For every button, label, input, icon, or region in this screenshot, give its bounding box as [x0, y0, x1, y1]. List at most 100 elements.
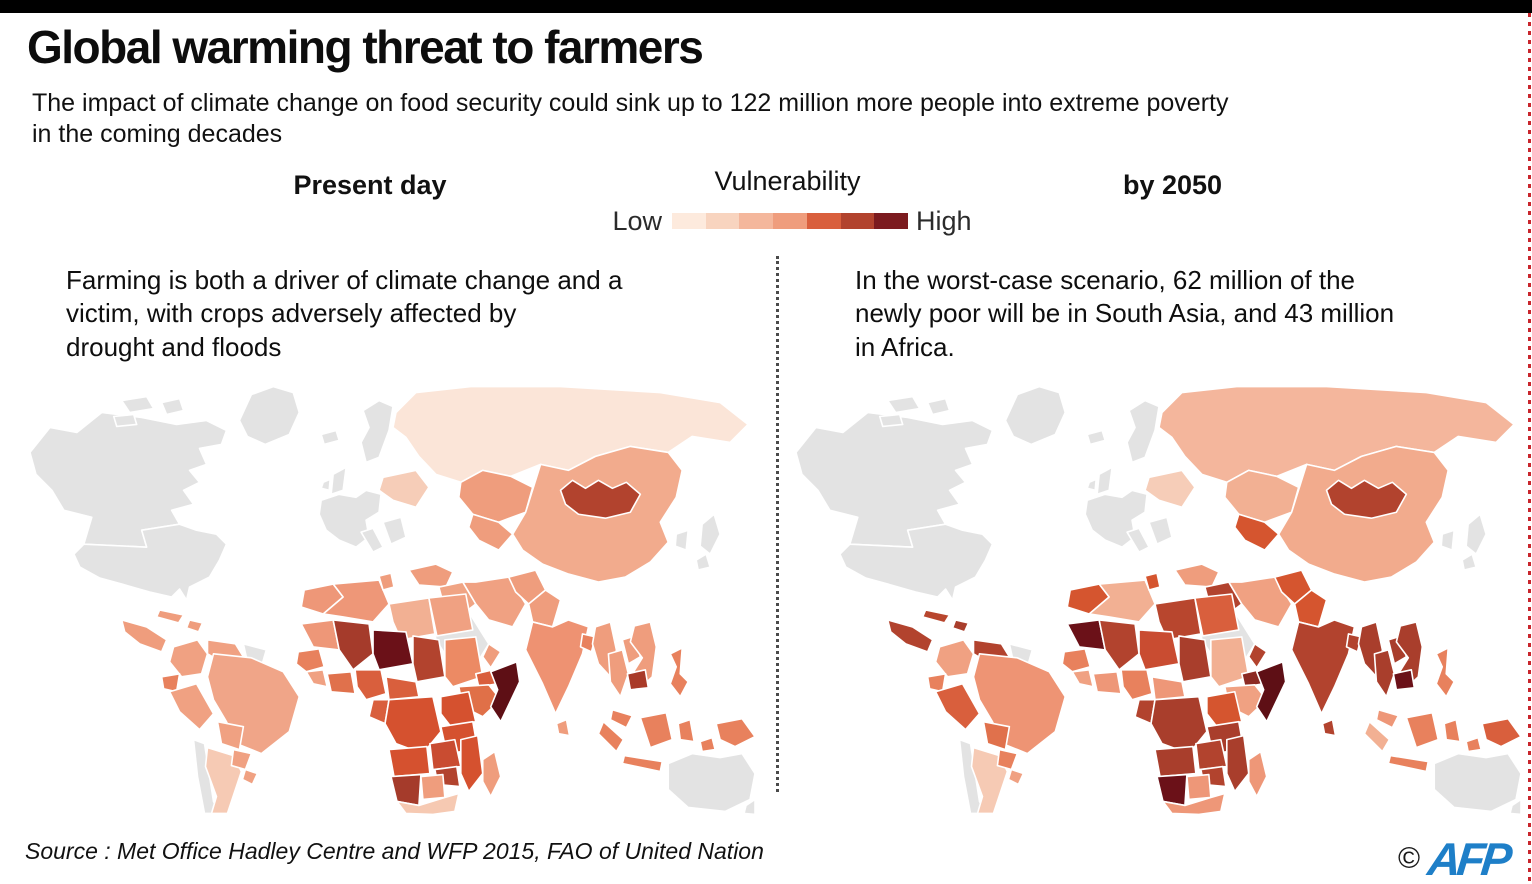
region-cameroon-car: [1151, 675, 1186, 701]
region-mozambique-malawi: [460, 734, 484, 793]
region-oman: [1247, 643, 1268, 669]
legend-color-scale: [672, 213, 909, 229]
region-turkey: [408, 563, 454, 588]
region-thailand: [607, 649, 630, 698]
region-sudan: [444, 636, 484, 688]
region-namibia: [1156, 773, 1188, 807]
page-title: Global warming threat to farmers: [27, 21, 704, 73]
legend-swatch: [705, 213, 740, 229]
region-kazakhstan: [458, 469, 534, 524]
region-australia: [1433, 752, 1522, 813]
region-botswana: [420, 773, 446, 801]
region-italy: [1126, 527, 1150, 553]
region-madagascar: [481, 750, 502, 798]
region-pakistan: [1293, 589, 1328, 628]
region-sulawesi: [1443, 718, 1461, 743]
region-arctic-islands: [120, 395, 155, 414]
region-iceland: [1086, 429, 1106, 446]
region-scandinavia: [1126, 399, 1160, 464]
legend-high-label: High: [916, 206, 972, 236]
region-japan: [695, 553, 711, 571]
region-cameroon-car: [385, 675, 420, 701]
region-sri-lanka: [555, 718, 571, 737]
region-canada: [29, 411, 228, 548]
region-niger: [372, 629, 414, 671]
caption-by-2050: In the worst-case scenario, 62 million o…: [855, 265, 1395, 362]
region-greenland: [238, 385, 301, 446]
region-zambia: [429, 738, 462, 771]
region-cuba: [921, 609, 951, 624]
region-sri-lanka: [1321, 718, 1337, 737]
region-arctic-islands: [886, 395, 921, 414]
region-usa: [839, 523, 994, 601]
region-australia: [667, 752, 756, 813]
region-botswana: [1186, 773, 1212, 801]
region-japan: [699, 513, 721, 555]
choropleth-map-present-day: [29, 385, 756, 816]
legend-swatch: [806, 213, 841, 229]
region-borneo: [1405, 711, 1440, 749]
top-black-bar: [0, 0, 1532, 13]
region-south-africa: [1162, 792, 1226, 816]
page-subtitle: The impact of climate change on food sec…: [32, 89, 1229, 148]
region-russia: [392, 385, 749, 484]
legend-swatch: [739, 213, 774, 229]
region-borneo: [639, 711, 674, 749]
region-turkey: [1174, 563, 1220, 588]
region-angola: [1154, 745, 1197, 778]
region-usa: [73, 523, 228, 601]
region-moluccas: [699, 736, 716, 753]
region-sudan: [1210, 636, 1250, 688]
region-new-zealand: [1509, 798, 1522, 816]
region-uruguay: [1007, 768, 1025, 786]
region-arctic-islands: [926, 397, 951, 416]
region-nigeria: [1120, 669, 1153, 701]
region-sulawesi: [677, 718, 695, 743]
region-india: [524, 619, 590, 715]
region-hispaniola: [951, 619, 970, 633]
region-philippines: [1435, 647, 1455, 698]
legend-swatch: [840, 213, 875, 229]
region-chad: [1178, 635, 1212, 683]
region-uk: [1096, 466, 1113, 496]
region-tunisia: [378, 572, 395, 591]
region-mongolia: [1325, 479, 1408, 520]
region-greenland: [1004, 385, 1067, 446]
region-japan: [1465, 513, 1487, 555]
region-mongolia: [559, 479, 642, 520]
region-cambodia: [626, 669, 650, 691]
region-ireland: [1086, 478, 1097, 492]
region-south-africa: [396, 792, 460, 816]
region-russia: [1158, 385, 1515, 484]
region-senegal-guinea: [295, 648, 325, 673]
region-philippines: [669, 647, 689, 698]
region-central-asia: [1233, 513, 1280, 551]
region-new-zealand: [743, 798, 756, 816]
afp-logo: AFP: [1425, 833, 1511, 884]
region-kazakhstan: [1224, 469, 1300, 524]
caption-present-day: Farming is both a driver of climate chan…: [66, 265, 623, 362]
legend-low-label: Low: [612, 206, 662, 236]
region-mali: [332, 619, 374, 671]
region-bangladesh: [579, 633, 597, 653]
region-java: [621, 754, 664, 773]
region-hispaniola: [185, 619, 204, 633]
region-central-america: [886, 619, 934, 653]
region-madagascar: [1247, 750, 1268, 798]
region-colombia: [168, 639, 209, 678]
region-sierra-leone-liberia: [305, 669, 328, 688]
region-senegal-guinea: [1061, 648, 1091, 673]
region-oman: [481, 643, 502, 669]
region-canada: [795, 411, 994, 548]
region-niger: [1138, 629, 1180, 671]
dotted-divider: [776, 256, 779, 792]
legend-title: Vulnerability: [714, 166, 861, 196]
legend-swatch: [773, 213, 807, 229]
region-central-america: [120, 619, 168, 653]
region-chad: [412, 635, 446, 683]
region-uk: [330, 466, 347, 496]
region-ivory-coast-ghana: [326, 671, 356, 695]
region-thailand: [1373, 649, 1396, 698]
region-uruguay: [241, 768, 259, 786]
region-colombia: [934, 639, 975, 678]
